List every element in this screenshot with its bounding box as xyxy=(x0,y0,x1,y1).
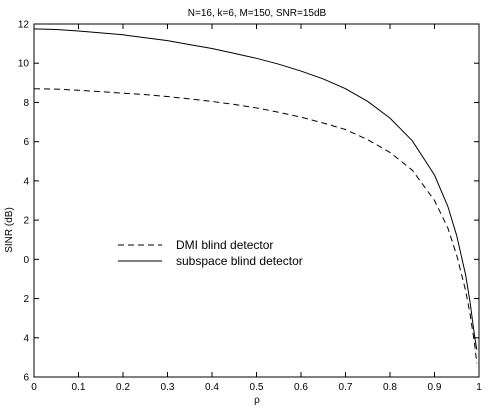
x-tick-label: 0.9 xyxy=(428,382,442,393)
y-tick-label: 2 xyxy=(23,216,29,227)
x-tick-label: 0.2 xyxy=(116,382,130,393)
y-ticks: 12 10 8 6 4 2 0 2 4 6 xyxy=(18,20,479,384)
chart-title: N=16, k=6, M=150, SNR=15dB xyxy=(188,8,327,19)
series-layer xyxy=(33,28,478,364)
x-tick-label: 0.8 xyxy=(383,382,397,393)
y-tick-label: 10 xyxy=(18,59,30,70)
x-tick-label: 0.6 xyxy=(294,382,308,393)
y-tick-label: 6 xyxy=(23,373,29,384)
x-tick-label: 1 xyxy=(476,382,482,393)
legend-label-dmi: DMI blind detector xyxy=(176,238,273,252)
series-line-subspace xyxy=(33,28,478,350)
y-tick-label: 6 xyxy=(23,137,29,148)
x-ticks: 0 0.1 0.2 0.3 0.4 0.5 0.6 0.7 0.8 0.9 1 xyxy=(31,24,482,393)
y-tick-label: 4 xyxy=(23,333,29,344)
y-axis-label: SINR (dB) xyxy=(4,207,15,253)
x-tick-label: 0 xyxy=(31,382,37,393)
y-tick-label: 8 xyxy=(23,98,29,109)
x-tick-label: 0.7 xyxy=(339,382,353,393)
x-tick-label: 0.4 xyxy=(205,382,219,393)
x-tick-label: 0.3 xyxy=(161,382,175,393)
y-tick-label: 4 xyxy=(23,176,29,187)
x-tick-label: 0.5 xyxy=(250,382,264,393)
x-tick-label: 0.1 xyxy=(72,382,86,393)
y-tick-label: 2 xyxy=(23,294,29,305)
legend-label-subspace: subspace blind detector xyxy=(176,254,303,268)
x-axis-label: ρ xyxy=(254,395,260,406)
y-tick-label: 0 xyxy=(23,255,29,266)
plot-frame xyxy=(33,23,480,378)
legend: DMI blind detector subspace blind detect… xyxy=(118,238,303,268)
series-line-dmi xyxy=(33,88,478,364)
y-tick-label: 12 xyxy=(18,20,30,31)
